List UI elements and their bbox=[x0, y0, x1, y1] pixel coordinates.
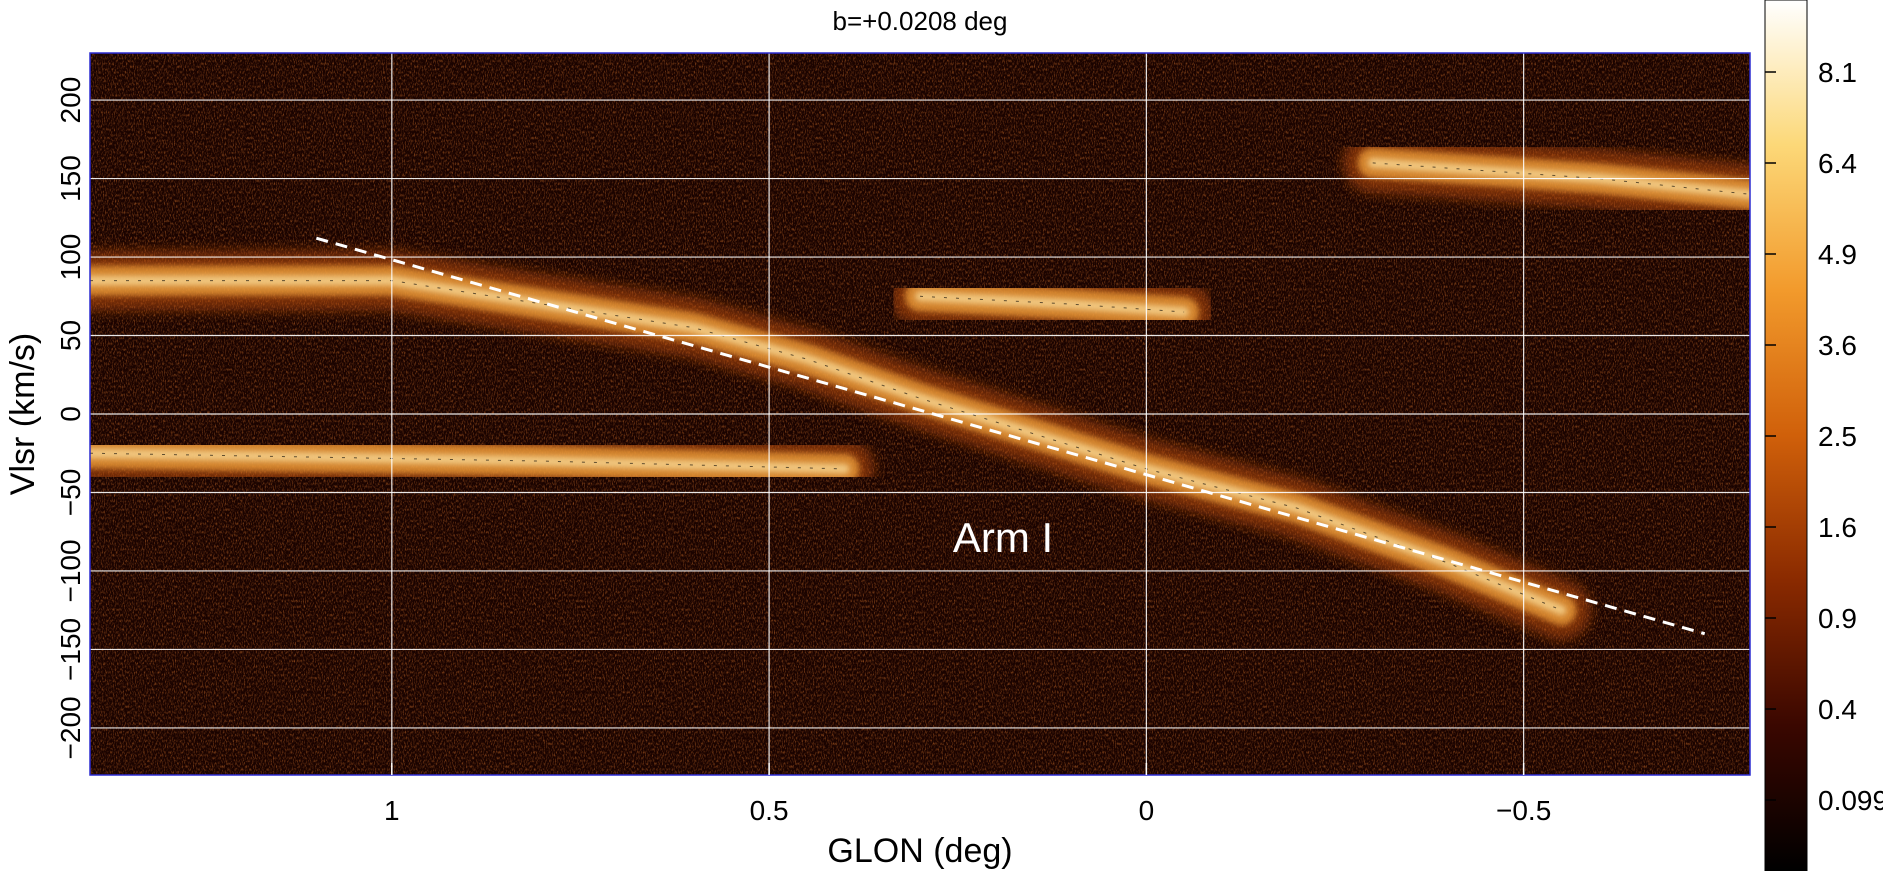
colorbar-tick-label: 3.6 bbox=[1818, 330, 1857, 361]
x-axis-label: GLON (deg) bbox=[827, 832, 1012, 870]
plot-area: Arm I bbox=[89, 52, 1751, 776]
y-tick-label: 0 bbox=[55, 406, 86, 422]
colorbar-tick-label: 2.5 bbox=[1818, 421, 1857, 452]
y-tick-label: −200 bbox=[55, 696, 86, 759]
colorbar-tick-label: 4.9 bbox=[1818, 239, 1857, 270]
annotations: Arm I bbox=[315, 236, 1706, 636]
y-axis-label: Vlsr (km/s) bbox=[4, 333, 42, 495]
chart-title: b=+0.0208 deg bbox=[833, 6, 1008, 36]
y-tick-label: 50 bbox=[55, 320, 86, 351]
x-tick-label: 0.5 bbox=[750, 795, 789, 826]
grid-lines bbox=[90, 53, 1750, 775]
plot-frame bbox=[89, 52, 1751, 776]
colorbar-tick-label: 0.9 bbox=[1818, 603, 1857, 634]
colorbar-tick-label: 1.6 bbox=[1818, 512, 1857, 543]
x-tick-label: −0.5 bbox=[1496, 795, 1551, 826]
y-tick-label: −100 bbox=[55, 539, 86, 602]
x-axis-ticks: 1 0.5 0 −0.5 bbox=[384, 763, 1551, 826]
colorbar: 8.1 6.4 4.9 3.6 2.5 1.6 0.9 0.4 0.099 bbox=[1764, 0, 1883, 871]
arm-label: Arm I bbox=[953, 514, 1053, 561]
emission-band-3-core bbox=[90, 448, 850, 474]
y-tick-label: 200 bbox=[55, 77, 86, 124]
y-tick-label: 150 bbox=[55, 155, 86, 202]
x-tick-label: 1 bbox=[384, 795, 400, 826]
x-tick-label: 0 bbox=[1139, 795, 1155, 826]
y-tick-label: 100 bbox=[55, 234, 86, 281]
y-axis-ticks: 200 150 100 50 0 −50 −100 −150 −200 bbox=[55, 77, 86, 760]
colorbar-tick-label: 6.4 bbox=[1818, 148, 1857, 179]
emission-band-1-contour bbox=[90, 280, 1562, 611]
colorbar-tick-label: 0.099 bbox=[1818, 785, 1883, 816]
colorbar-tick-label: 0.4 bbox=[1818, 694, 1857, 725]
colorbar-ticks: 8.1 6.4 4.9 3.6 2.5 1.6 0.9 0.4 0.099 bbox=[1765, 57, 1883, 816]
emission-band-2-contour bbox=[919, 295, 1185, 313]
y-tick-label: −150 bbox=[55, 618, 86, 681]
y-tick-label: −50 bbox=[55, 469, 86, 517]
arm-dashed-line bbox=[315, 236, 1706, 636]
colorbar-tick-label: 8.1 bbox=[1818, 57, 1857, 88]
